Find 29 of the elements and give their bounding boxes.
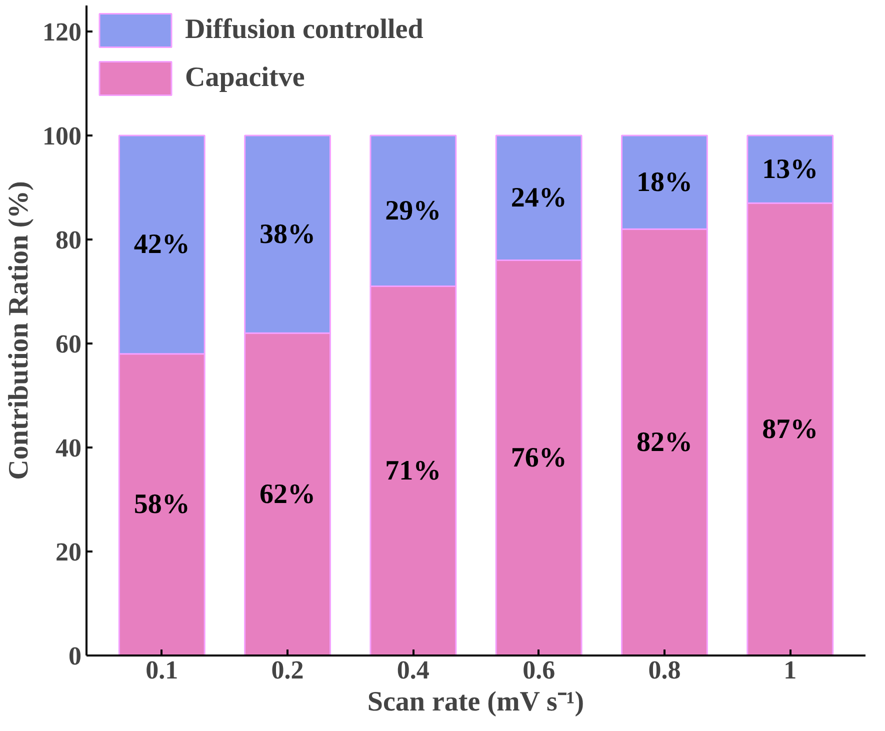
x-tick-label: 0.4: [396, 656, 430, 684]
x-axis-title: Scan rate (mV s⁻¹): [367, 686, 584, 718]
data-label: 18%: [636, 166, 692, 198]
legend-label: Capacitve: [185, 62, 305, 94]
x-tick-label: 1: [784, 656, 797, 684]
data-label: 76%: [510, 442, 567, 474]
data-label: 38%: [260, 218, 316, 250]
x-tick-label: 0.6: [522, 656, 556, 684]
y-tick-label: 0: [68, 642, 82, 670]
x-tick-label: 0.8: [648, 656, 681, 684]
data-label: 13%: [762, 154, 818, 185]
y-tick-label: 120: [42, 18, 82, 46]
data-label: 71%: [385, 455, 442, 486]
y-tick-label: 20: [56, 538, 82, 566]
y-tick-label: 100: [42, 122, 82, 150]
data-label: 42%: [134, 229, 190, 260]
y-axis-title: Contribution Ration (%): [4, 181, 34, 480]
y-tick-label: 80: [56, 226, 82, 254]
data-label: 58%: [134, 489, 190, 520]
data-label: 29%: [385, 195, 442, 226]
legend-label: Diffusion controlled: [185, 14, 424, 46]
data-label: 87%: [762, 414, 818, 445]
data-label: 62%: [260, 478, 316, 510]
y-tick-label: 40: [56, 434, 82, 462]
y-tick-label: 60: [56, 330, 82, 358]
x-tick-label: 0.2: [271, 656, 304, 684]
x-tick-label: 0.1: [146, 656, 178, 684]
data-label: 24%: [510, 182, 567, 214]
data-label: 82%: [636, 426, 692, 458]
